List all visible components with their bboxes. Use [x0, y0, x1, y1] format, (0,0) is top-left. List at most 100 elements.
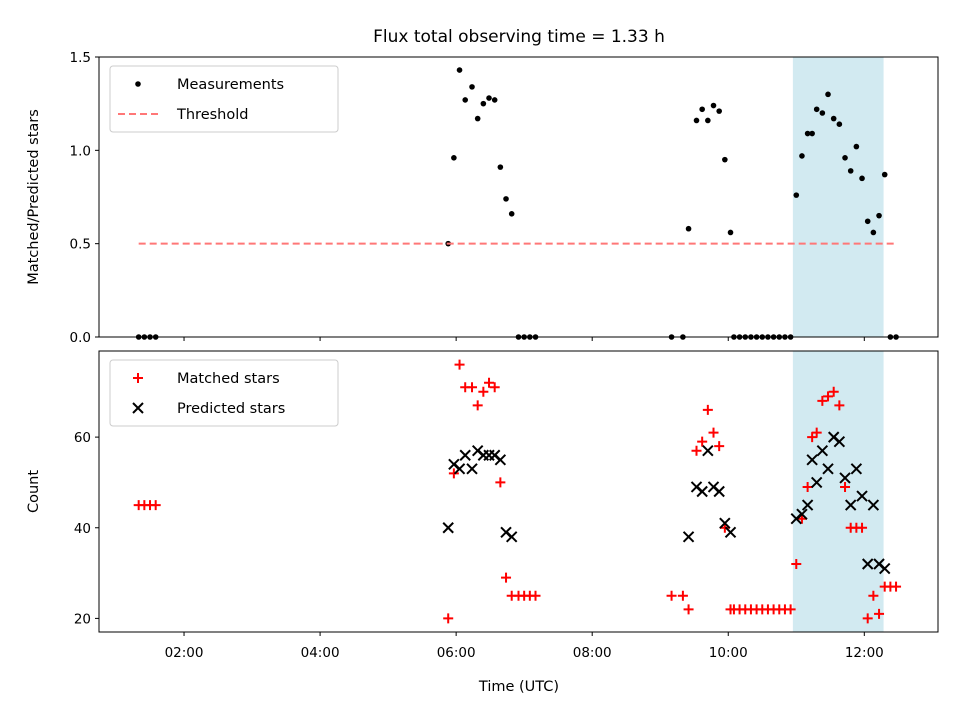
predicted-point — [861, 558, 874, 570]
measurement-point — [859, 175, 865, 182]
matched-point — [862, 613, 873, 624]
predicted-point — [796, 508, 808, 520]
measurement-point — [451, 155, 457, 161]
matched-point — [467, 382, 478, 393]
legend-label: Measurements — [177, 77, 284, 93]
bottom-y-axis-label: Count — [26, 470, 42, 513]
legend-label: Predicted stars — [177, 401, 285, 417]
x-tick-label: 12:00 — [845, 645, 884, 661]
measurement-point — [685, 225, 692, 232]
top-y-axis-label: Matched/Predicted stars — [26, 109, 42, 285]
predicted-point — [459, 449, 471, 461]
matched-point — [811, 427, 822, 438]
measurement-point — [876, 212, 882, 219]
top-y-tick-label: 0.0 — [70, 330, 91, 346]
x-axis-label: Time (UTC) — [478, 679, 559, 695]
bottom-legend: Matched stars Predicted stars — [109, 359, 339, 427]
matched-point — [478, 386, 489, 397]
legend-marker-plus — [133, 373, 143, 383]
measurement-point — [497, 164, 504, 170]
predicted-point — [810, 476, 823, 489]
measurement-point — [864, 218, 871, 225]
bottom-y-tick-label: 20 — [74, 611, 91, 627]
matched-point — [454, 359, 465, 370]
matched-point — [840, 481, 851, 492]
measurement-point — [842, 155, 848, 161]
top-panel-ratio: 0.0 0.5 1.0 1.5 Matched/Predicted stars Measu… — [26, 50, 939, 346]
predicted-point — [844, 499, 857, 511]
measurement-point — [693, 117, 700, 124]
top-y-tick-label: 1.5 — [70, 50, 91, 66]
matched-point — [443, 613, 454, 624]
matched-point — [702, 404, 713, 415]
top-axes-frame — [98, 56, 939, 338]
matched-point — [677, 590, 688, 601]
legend-label: Threshold — [176, 107, 248, 123]
predicted-point — [453, 463, 466, 475]
predicted-point — [816, 445, 829, 457]
measurement-point — [491, 97, 498, 103]
measurement-point — [469, 84, 475, 90]
measurement-point — [809, 130, 815, 137]
matched-point — [697, 436, 708, 447]
matched-point — [807, 432, 818, 443]
legend-box — [109, 359, 339, 427]
legend-label: Matched stars — [177, 371, 280, 387]
measurement-point — [508, 211, 515, 217]
predicted-point — [724, 526, 737, 538]
measurement-point — [813, 106, 820, 113]
measurement-point — [727, 229, 734, 236]
legend-marker-x — [132, 402, 144, 414]
legend-marker-dot — [135, 81, 141, 87]
measurement-point — [710, 102, 717, 109]
matched-point — [666, 590, 677, 601]
matched-point — [802, 481, 813, 492]
predicted-point — [494, 454, 507, 466]
matched-point — [489, 382, 500, 393]
matched-point — [150, 500, 161, 511]
matched-point — [828, 386, 839, 397]
matched-point — [823, 391, 834, 402]
predicted-point — [505, 531, 518, 543]
matched-point — [683, 604, 694, 615]
matched-point — [714, 441, 725, 452]
matched-point — [868, 590, 879, 601]
matched-point — [791, 559, 802, 570]
top-y-tick-label: 1.0 — [70, 143, 91, 159]
matched-point — [817, 395, 828, 406]
measurement-point — [825, 91, 831, 98]
top-highlight-span — [792, 57, 884, 337]
predicted-point — [806, 454, 818, 466]
measurement-point — [793, 192, 800, 198]
matched-point — [874, 608, 885, 619]
x-tick-label: 08:00 — [573, 645, 612, 661]
measurement-point — [722, 156, 728, 163]
bottom-panel-counts: 20 40 60 02:00 04:00 06:00 08:00 10:00 12:00 Coun… — [26, 350, 939, 661]
matched-point — [891, 581, 902, 592]
bottom-y-tick-label: 60 — [74, 430, 91, 446]
measurement-point — [870, 229, 877, 236]
matched-point — [785, 604, 796, 615]
measurement-point — [699, 106, 705, 113]
predicted-point — [879, 562, 891, 575]
figure-title: Flux total observing time = 1.33 h — [373, 27, 665, 47]
predicted-point — [442, 522, 454, 534]
measurement-point — [486, 95, 492, 101]
measurement-point — [462, 97, 469, 103]
measurement-point — [503, 196, 509, 202]
measurement-point — [853, 143, 860, 150]
predicted-point — [833, 435, 846, 448]
measurement-point — [804, 130, 811, 137]
bottom-series-matched-stars — [133, 359, 902, 624]
predicted-point — [696, 485, 708, 498]
predicted-point — [839, 472, 851, 484]
top-y-tick-label: 0.5 — [70, 237, 91, 253]
measurement-point — [456, 67, 463, 73]
measurement-point — [819, 110, 826, 116]
x-tick-label: 10:00 — [709, 645, 748, 661]
matched-point — [857, 522, 868, 533]
top-legend: Measurements Threshold — [109, 65, 339, 133]
matched-point — [472, 400, 483, 411]
measurement-point — [480, 100, 487, 107]
